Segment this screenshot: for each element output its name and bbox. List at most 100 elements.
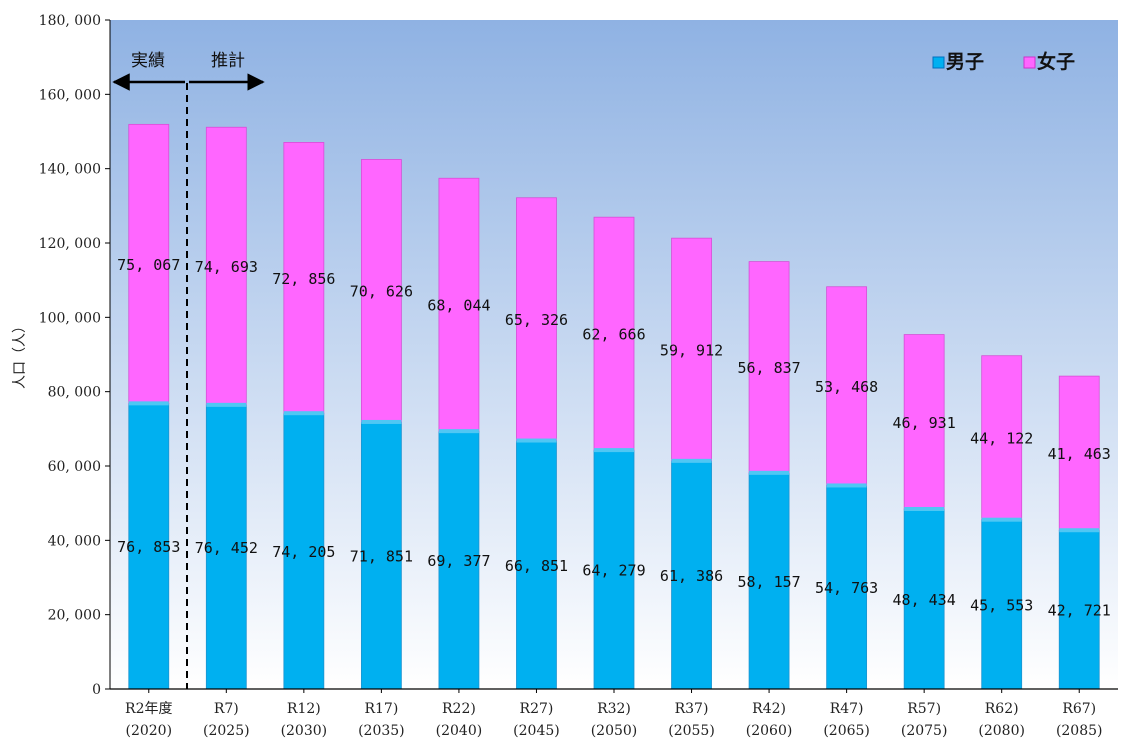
value-label-female: 68, 044 [427, 297, 490, 315]
bar-male [981, 519, 1023, 690]
value-label-male: 48, 434 [893, 591, 956, 609]
bar-male-top-edge [904, 506, 945, 511]
bar-female [981, 355, 1023, 521]
y-tick-label: 180, 000 [39, 13, 101, 29]
bar-male [516, 440, 557, 690]
bar-male-top-edge [826, 483, 867, 488]
y-tick-label: 80, 000 [48, 385, 101, 401]
bar-male [283, 412, 325, 690]
bar-female [128, 123, 170, 404]
x-tick-year-label: (2060) [746, 723, 793, 739]
bar-male-top-edge [206, 402, 247, 407]
bar-male-top-edge [128, 401, 169, 406]
y-axis: 0 20, 000 40, 000 60, 000 80, 000 100, 000 120… [39, 13, 111, 698]
value-labels: 76, 853 75, 067 76, 452 74, 693 74, 205 72, 8… [117, 256, 1111, 620]
bar-male [903, 508, 945, 690]
x-tick-label: R27) [520, 701, 554, 717]
bar-male-top-edge [516, 438, 557, 443]
y-tick-label: 40, 000 [48, 533, 101, 549]
y-tick-label: 160, 000 [39, 87, 101, 103]
value-label-female: 41, 463 [1048, 445, 1111, 463]
value-label-male: 42, 721 [1048, 602, 1111, 620]
bar-female [903, 334, 945, 510]
legend-swatch-female [1023, 56, 1036, 69]
legend-label-female: 女子 [1037, 50, 1075, 73]
x-tick-year-label: (2080) [978, 723, 1025, 739]
x-tick-year-label: (2020) [125, 723, 172, 739]
bar-male [826, 485, 868, 690]
x-tick-year-label: (2030) [281, 723, 328, 739]
x-tick-year-label: (2035) [358, 723, 405, 739]
x-tick-label: R62) [985, 701, 1019, 717]
x-tick-label: R67) [1062, 701, 1096, 717]
x-tick-label: R17) [364, 701, 398, 717]
x-tick-year-label: (2050) [591, 723, 638, 739]
x-tick-year-label: (2085) [1056, 723, 1103, 739]
estimate-label: 推計 [211, 51, 245, 71]
value-label-female: 56, 837 [737, 359, 800, 377]
value-label-female: 75, 067 [117, 256, 180, 274]
x-tick-label: R2年度 [125, 701, 172, 717]
bar-male-top-edge [749, 470, 790, 475]
value-label-female: 62, 666 [582, 326, 645, 344]
x-tick-year-label: (2065) [823, 723, 870, 739]
bar-male-top-edge [283, 411, 324, 416]
period-annotation: 実績 推計 [112, 51, 265, 689]
y-tick-label: 100, 000 [39, 310, 101, 326]
value-label-male: 45, 553 [970, 596, 1033, 614]
value-label-male: 54, 763 [815, 579, 878, 597]
legend-label-male: 男子 [946, 51, 984, 73]
bar-male-top-edge [361, 419, 402, 424]
x-tick-year-label: (2040) [436, 723, 483, 739]
bar-male [671, 460, 712, 690]
y-tick-label: 140, 000 [39, 162, 101, 178]
value-label-male: 61, 386 [660, 567, 723, 585]
x-tick-year-label: (2045) [513, 723, 560, 739]
value-label-female: 70, 626 [350, 283, 413, 301]
bar-male [1058, 529, 1100, 690]
value-label-female: 74, 693 [195, 258, 258, 276]
bar-female [748, 261, 790, 474]
bar-female [438, 177, 480, 432]
value-label-female: 53, 468 [815, 378, 878, 396]
bar-female [671, 237, 712, 462]
y-tick-label: 60, 000 [48, 459, 101, 475]
value-label-female: 65, 326 [505, 311, 568, 329]
value-label-male: 76, 452 [195, 539, 258, 557]
value-label-male: 76, 853 [117, 538, 180, 556]
x-axis: R2年度 (2020) R7) (2025) R12) (2030) R17) (2035) R… [110, 688, 1118, 739]
legend-swatch-male [932, 56, 945, 69]
value-label-male: 71, 851 [350, 547, 413, 565]
bar-male [128, 402, 170, 690]
value-label-male: 58, 157 [737, 573, 800, 591]
value-label-male: 74, 205 [272, 543, 335, 561]
actual-label: 実績 [131, 51, 165, 71]
bar-male-top-edge [594, 448, 634, 453]
bar-female [360, 159, 402, 423]
x-tick-label: R57) [907, 701, 941, 717]
y-tick-label: 120, 000 [39, 236, 101, 252]
y-tick-label: 0 [92, 682, 101, 698]
y-tick-label: 20, 000 [48, 608, 101, 624]
x-tick-year-label: (2055) [668, 723, 715, 739]
bar-male [438, 430, 480, 690]
bar-female [826, 286, 868, 486]
x-tick-label: R12) [287, 701, 321, 717]
bar-male-top-edge [1059, 528, 1100, 533]
x-tick-year-label: (2075) [901, 723, 948, 739]
x-tick-label: R7) [214, 701, 239, 717]
bar-female [1058, 375, 1100, 531]
value-label-female: 46, 931 [893, 414, 956, 432]
value-label-male: 66, 851 [505, 557, 568, 575]
value-label-female: 59, 912 [660, 342, 723, 360]
y-axis-label: 人口（人） [12, 319, 28, 389]
value-label-male: 69, 377 [427, 552, 490, 570]
bar-male-top-edge [981, 517, 1022, 522]
bar-female [283, 142, 325, 414]
bars [128, 123, 1100, 690]
bar-female [205, 126, 247, 406]
x-tick-label: R37) [675, 701, 709, 717]
bar-male [748, 472, 790, 690]
value-label-male: 64, 279 [582, 562, 645, 580]
